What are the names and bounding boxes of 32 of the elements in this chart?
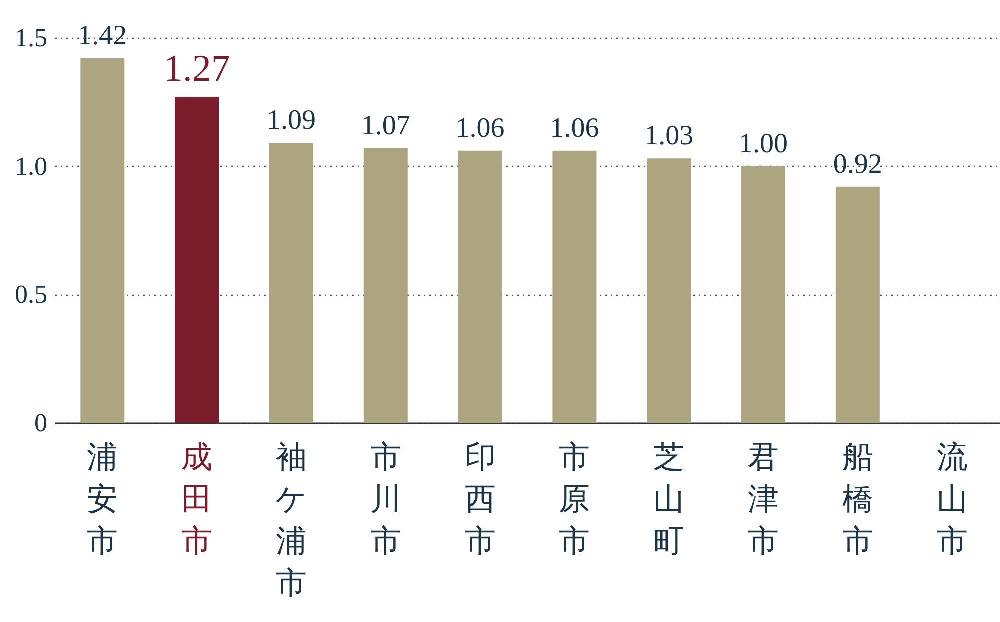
- x-tick-label: 船橋市: [842, 440, 874, 558]
- bar: [175, 97, 220, 423]
- x-tick-label: 流山市: [936, 440, 968, 558]
- data-label: 1.27: [164, 48, 230, 90]
- data-label: 1.06: [550, 112, 600, 144]
- data-label: 1.06: [456, 112, 505, 144]
- bar: [552, 150, 597, 423]
- bar: [647, 158, 692, 423]
- y-tick-label: 1.0: [15, 152, 48, 181]
- x-tick-label: 芝山町: [654, 440, 685, 558]
- data-label: 0.92: [833, 148, 882, 180]
- x-tick-label: 成田市: [182, 440, 213, 558]
- x-tick-label: 浦安市: [87, 440, 118, 558]
- bar: [458, 150, 502, 423]
- x-tick-label: 市原市: [559, 440, 590, 558]
- bar: [364, 148, 408, 423]
- bar: [836, 186, 880, 423]
- y-tick-label: 0.5: [15, 280, 48, 310]
- data-label: 1.07: [361, 110, 410, 142]
- bar: [742, 166, 786, 423]
- data-label: 1.42: [78, 20, 128, 52]
- x-tick-label: 印西市: [464, 440, 496, 558]
- x-tick-label: 市川市: [370, 440, 402, 558]
- data-label: 1.03: [644, 120, 694, 152]
- y-tick-label: 0: [34, 408, 48, 438]
- bar: [269, 143, 314, 423]
- y-tick-label: 1.5: [15, 24, 48, 52]
- data-label: 1.09: [266, 105, 316, 136]
- bar: [80, 58, 125, 423]
- x-tick-label: 君津市: [748, 440, 780, 558]
- data-label: 1.00: [739, 128, 788, 160]
- x-tick-label: 袖ケ浦市: [275, 440, 308, 600]
